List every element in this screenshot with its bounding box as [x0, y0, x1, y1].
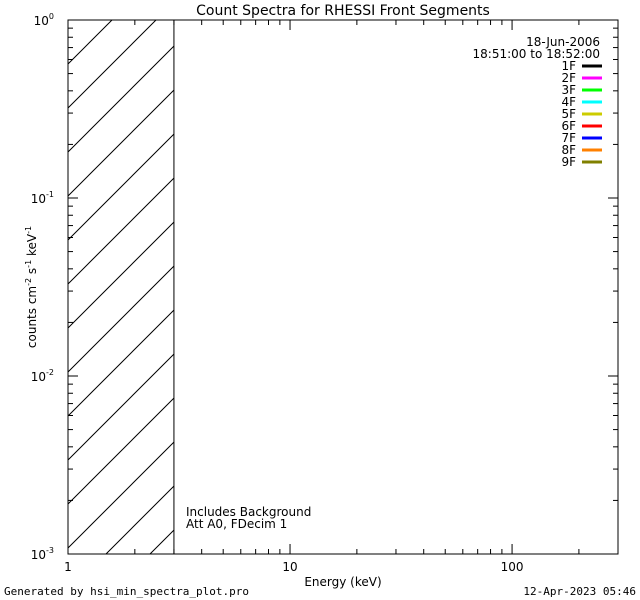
legend-label-3F: 3F: [561, 83, 576, 97]
axis-ticks: 1 10 100 10-3 10-2 10-1 100: [31, 12, 619, 574]
legend-label-9F: 9F: [561, 155, 576, 169]
chart-title: Count Spectra for RHESSI Front Segments: [196, 3, 490, 19]
x-tick-label: 10: [282, 560, 297, 574]
legend-label-7F: 7F: [561, 131, 576, 145]
footer-generator: Generated by hsi_min_spectra_plot.pro: [4, 585, 249, 598]
date-label: 18-Jun-2006: [526, 35, 600, 49]
x-axis-label: Energy (keV): [304, 575, 381, 589]
note-background: Includes Background: [186, 505, 311, 519]
legend-label-2F: 2F: [561, 71, 576, 85]
background-region: [68, 20, 175, 554]
legend-label-1F: 1F: [561, 59, 576, 73]
y-tick-label: 10-1: [31, 190, 54, 206]
y-tick-label: 10-2: [31, 368, 54, 384]
legend-label-8F: 8F: [561, 143, 576, 157]
note-attenuator: Att A0, FDecim 1: [186, 517, 287, 531]
legend-label-6F: 6F: [561, 119, 576, 133]
x-tick-label: 100: [501, 560, 524, 574]
time-range-label: 18:51:00 to 18:52:00: [473, 47, 600, 61]
plot-frame: [67, 19, 619, 555]
legend-label-4F: 4F: [561, 95, 576, 109]
footer-timestamp: 12-Apr-2023 05:46: [523, 585, 636, 598]
legend-label-5F: 5F: [561, 107, 576, 121]
y-tick-label: 10-3: [31, 546, 54, 562]
x-tick-label: 1: [64, 560, 72, 574]
y-tick-label: 100: [34, 12, 54, 28]
y-axis-label: counts cm-2 s-1 keV-1: [24, 226, 39, 348]
